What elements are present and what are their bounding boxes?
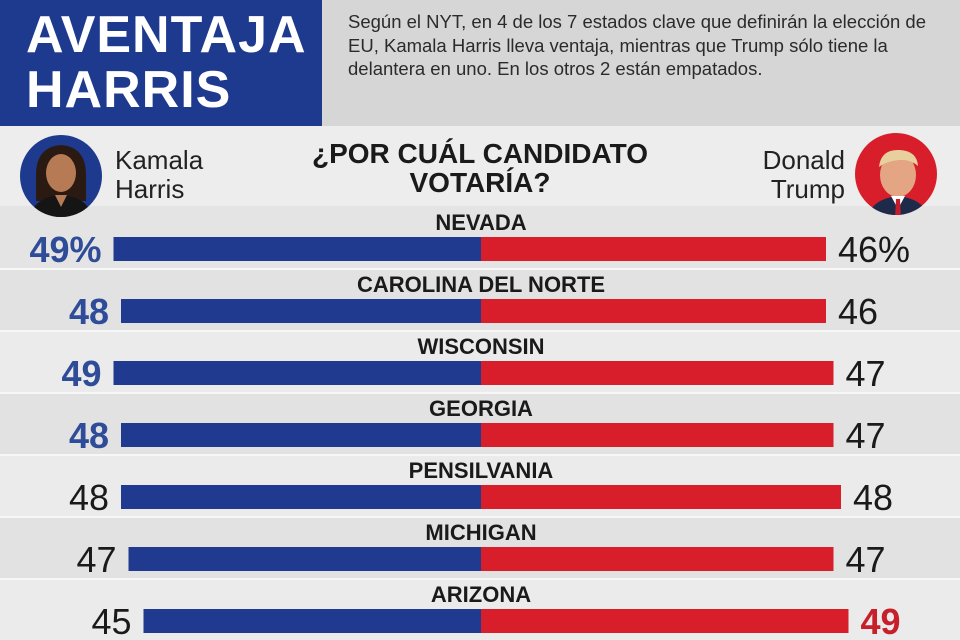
title-box: AVENTAJA HARRIS: [0, 0, 322, 126]
trump-bar: [481, 423, 834, 447]
trump-bar: [481, 237, 826, 261]
trump-value-label: 47: [846, 539, 886, 580]
trump-bar: [481, 485, 841, 509]
row-divider: [0, 578, 960, 580]
harris-photo-icon: [20, 135, 102, 217]
trump-value-label: 46: [838, 291, 878, 332]
harris-value-label: 49%: [29, 229, 101, 270]
candidates-band: [0, 126, 960, 206]
harris-bar: [128, 547, 481, 571]
state-label: MICHIGAN: [425, 520, 536, 545]
state-label: CAROLINA DEL NORTE: [357, 272, 605, 297]
trump-bar: [481, 547, 834, 571]
harris-value-label: 48: [69, 477, 109, 518]
state-label: NEVADA: [435, 210, 526, 235]
harris-value-label: 47: [76, 539, 116, 580]
harris-value-label: 49: [61, 353, 101, 394]
trump-value-label: 47: [846, 353, 886, 394]
harris-last-name: Harris: [115, 174, 185, 204]
trump-value-label: 48: [853, 477, 893, 518]
harris-bar: [121, 485, 481, 509]
state-label: ARIZONA: [431, 582, 531, 607]
chart-question: ¿POR CUÁL CANDIDATO VOTARÍA?: [312, 138, 648, 198]
harris-value-label: 45: [91, 601, 131, 640]
state-label: PENSILVANIA: [409, 458, 554, 483]
harris-bar: [121, 423, 481, 447]
row-divider: [0, 330, 960, 332]
title-line-2: HARRIS: [26, 61, 232, 119]
trump-bar: [481, 361, 834, 385]
trump-photo-icon: [855, 133, 937, 215]
trump-last-name: Trump: [770, 174, 845, 204]
row-divider: [0, 454, 960, 456]
row-divider: [0, 268, 960, 270]
harris-value-label: 48: [69, 291, 109, 332]
harris-bar: [121, 299, 481, 323]
trump-bar: [481, 299, 826, 323]
row-divider: [0, 392, 960, 394]
state-label: WISCONSIN: [417, 334, 544, 359]
harris-value-label: 48: [69, 415, 109, 456]
trump-value-label: 49: [861, 601, 901, 640]
row-divider: [0, 516, 960, 518]
trump-value-label: 46%: [838, 229, 910, 270]
intro-text: Según el NYT, en 4 de los 7 estados clav…: [348, 11, 926, 79]
title-line-1: AVENTAJA: [26, 6, 307, 64]
state-label: GEORGIA: [429, 396, 533, 421]
harris-first-name: Kamala: [115, 145, 204, 175]
trump-bar: [481, 609, 849, 633]
harris-bar: [113, 237, 481, 261]
harris-bar: [143, 609, 481, 633]
trump-first-name: Donald: [762, 145, 845, 175]
trump-name: Donald Trump: [763, 146, 845, 204]
harris-name: Kamala Harris: [115, 146, 203, 204]
trump-value-label: 47: [846, 415, 886, 456]
harris-bar: [113, 361, 481, 385]
